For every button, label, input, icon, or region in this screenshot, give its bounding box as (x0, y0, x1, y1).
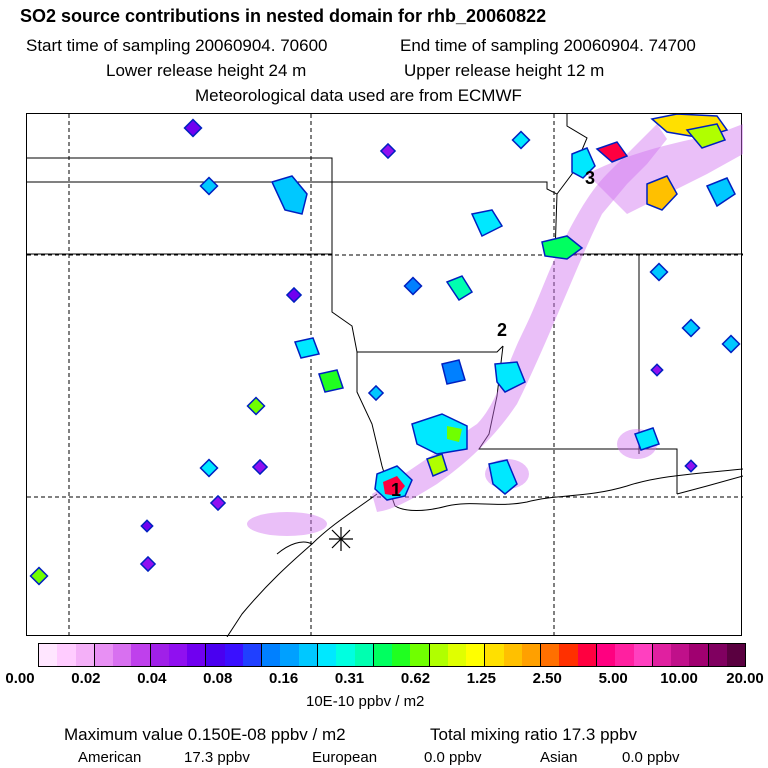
color-scale-segment (242, 644, 263, 666)
color-scale-segment (392, 644, 411, 666)
american-label: American (78, 749, 142, 766)
map-canvas: 1 2 3 (27, 114, 743, 637)
color-scale-segment (317, 644, 337, 666)
color-scale-bar (38, 643, 746, 667)
end-time-label: End time of sampling 20060904. 74700 (400, 36, 696, 55)
color-scale-units: 10E-10 ppbv / m2 (306, 693, 425, 710)
marker-1: 1 (391, 480, 401, 500)
color-scale-segment (75, 644, 95, 666)
color-scale-segment (336, 644, 355, 666)
max-value-label: Maximum value 0.150E-08 ppbv / m2 (64, 725, 346, 744)
lower-release-height-label: Lower release height 24 m (106, 61, 307, 80)
color-scale-segment (206, 644, 225, 666)
color-scale-tick-label: 0.62 (400, 670, 431, 687)
color-scale-segment (633, 644, 653, 666)
upper-release-height-label: Upper release height 12 m (404, 61, 605, 80)
color-scale-segment (113, 644, 132, 666)
marker-2: 2 (497, 320, 507, 340)
color-scale-segment (503, 644, 522, 666)
color-scale-tick-label: 10.00 (660, 670, 698, 687)
color-scale-segment (187, 644, 207, 666)
color-scale-segment (559, 644, 578, 666)
color-scale-segment (541, 644, 560, 666)
american-value: 17.3 ppbv (184, 749, 250, 766)
asian-label: Asian (540, 749, 578, 766)
color-scale-segment (354, 644, 374, 666)
start-time-label: Start time of sampling 20060904. 70600 (26, 36, 328, 55)
concentration-spots (29, 114, 741, 586)
color-scale-segment (150, 644, 169, 666)
color-scale-segment (373, 644, 393, 666)
plot-title: SO2 source contributions in nested domai… (20, 6, 547, 26)
asian-value: 0.0 ppbv (622, 749, 680, 766)
color-scale-segment (280, 644, 299, 666)
color-scale-segment (485, 644, 504, 666)
color-scale-segment (521, 644, 542, 666)
color-scale-segment (447, 644, 467, 666)
color-scale-tick-label: 0.31 (334, 670, 365, 687)
color-scale-tick-label: 0.04 (137, 670, 167, 687)
color-scale-segment (466, 644, 486, 666)
color-scale-segment (57, 644, 76, 666)
european-value: 0.0 ppbv (424, 749, 482, 766)
color-scale-segment (39, 644, 58, 666)
color-scale-segment (671, 644, 690, 666)
color-scale-segment (596, 644, 616, 666)
european-label: European (312, 749, 378, 766)
color-scale-tick-label: 0.16 (269, 670, 299, 687)
color-scale-tick-label: 5.00 (598, 670, 628, 687)
color-scale-tick-label: 0.02 (71, 670, 101, 687)
source-star-icon (329, 527, 353, 551)
color-scale-segment (168, 644, 188, 666)
total-mixing-ratio-label: Total mixing ratio 17.3 ppbv (430, 725, 637, 744)
map-panel: 1 2 3 (26, 113, 743, 637)
color-scale-segment (652, 644, 672, 666)
color-scale-tick-label: 1.25 (466, 670, 496, 687)
color-scale-segment (298, 644, 318, 666)
color-scale-segment (410, 644, 430, 666)
color-scale-tick-label: 2.50 (532, 670, 562, 687)
color-scale-segment (689, 644, 709, 666)
color-scale-segment (224, 644, 243, 666)
color-scale-tick-label: 0.08 (203, 670, 233, 687)
color-scale-segment (262, 644, 281, 666)
color-scale-segment (429, 644, 448, 666)
color-scale-segment (615, 644, 634, 666)
color-scale-segment (94, 644, 114, 666)
color-scale-segment (131, 644, 151, 666)
color-scale-segment (577, 644, 597, 666)
color-scale-tick-label: 0.00 (5, 670, 35, 687)
marker-3: 3 (585, 168, 595, 188)
state-boundaries (27, 114, 743, 637)
color-scale-segment (708, 644, 727, 666)
color-scale-segment (726, 644, 746, 666)
met-data-label: Meteorological data used are from ECMWF (195, 86, 522, 105)
color-scale-tick-label: 20.00 (726, 670, 764, 687)
